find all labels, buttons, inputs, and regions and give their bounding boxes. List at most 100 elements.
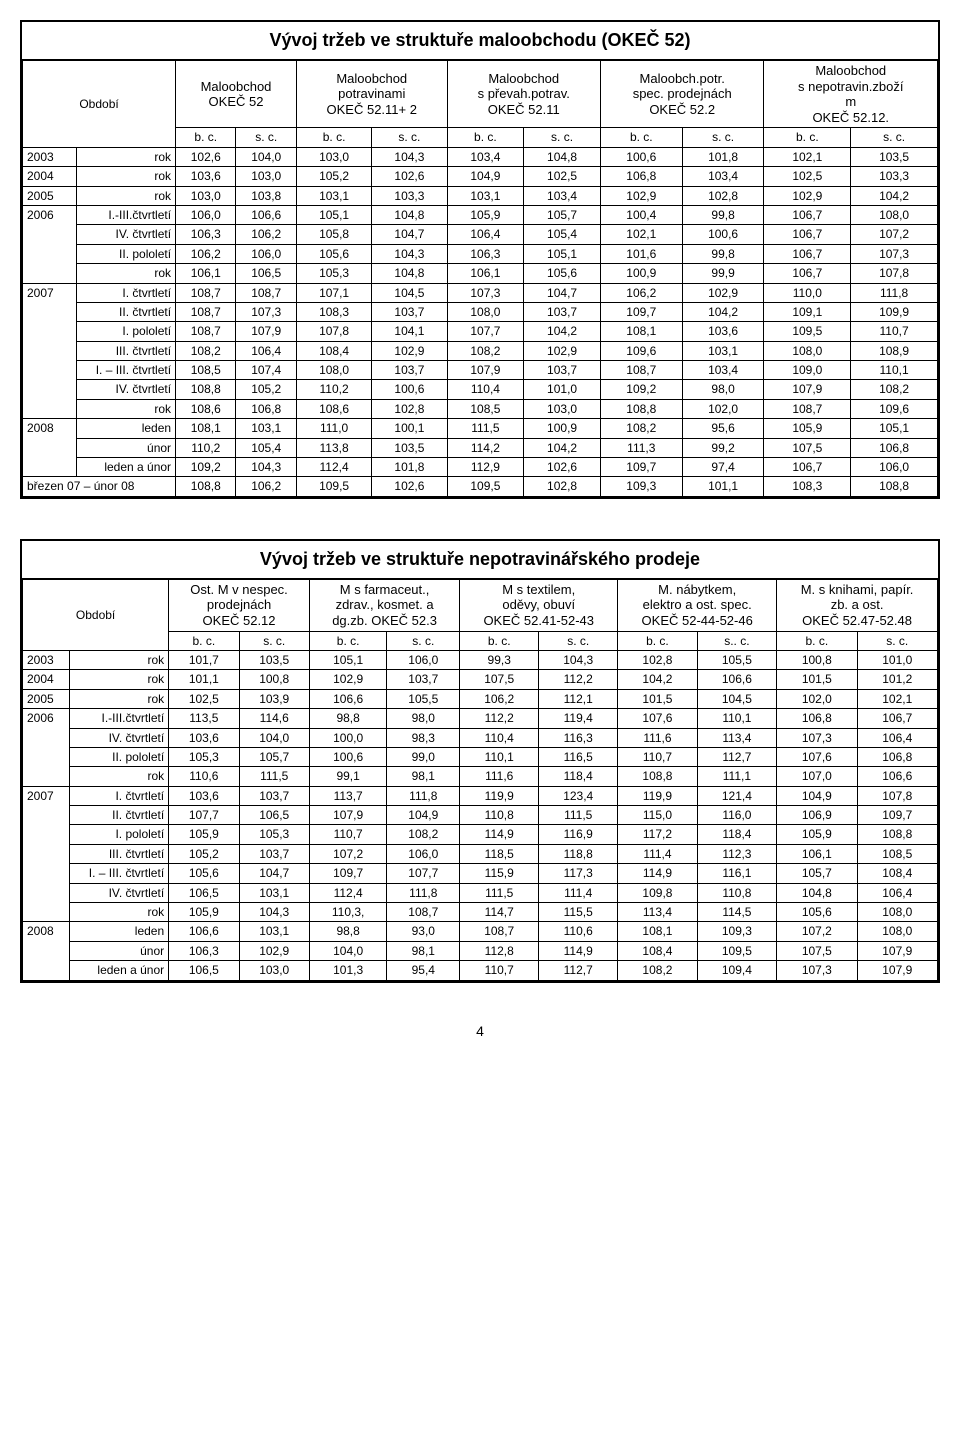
value-cell: 110,7 — [851, 322, 938, 341]
value-cell: 108,7 — [600, 361, 682, 380]
value-cell: 116,9 — [539, 825, 618, 844]
value-cell: 107,8 — [857, 786, 937, 805]
table-row: III. čtvrtletí105,2103,7107,2106,0118,51… — [23, 844, 938, 863]
value-cell: 106,8 — [236, 399, 296, 418]
value-cell: 104,3 — [239, 903, 309, 922]
value-cell: 112,2 — [539, 670, 618, 689]
value-cell: 107,3 — [851, 244, 938, 263]
value-cell: 104,9 — [447, 167, 524, 186]
value-cell: 100,6 — [682, 225, 764, 244]
table-row: IV. čtvrtletí106,5103,1112,4111,8111,511… — [23, 883, 938, 902]
value-cell: 108,1 — [618, 922, 697, 941]
value-cell: 113,4 — [697, 728, 776, 747]
value-cell: 107,7 — [447, 322, 524, 341]
value-cell: 103,6 — [176, 167, 236, 186]
subperiod-cell: I. pololetí — [77, 322, 176, 341]
value-cell: 118,8 — [539, 844, 618, 863]
value-cell: 109,9 — [851, 302, 938, 321]
value-cell: 108,1 — [600, 322, 682, 341]
value-cell: 104,2 — [524, 438, 601, 457]
value-cell: 103,7 — [524, 302, 601, 321]
value-cell: 105,6 — [777, 903, 857, 922]
table-row: II. čtvrtletí107,7106,5107,9104,9110,811… — [23, 806, 938, 825]
value-cell: 102,5 — [169, 689, 239, 708]
value-cell: 102,6 — [372, 477, 447, 496]
value-cell: 106,7 — [764, 225, 851, 244]
value-cell: 107,5 — [777, 941, 857, 960]
table-row: 2004rok101,1100,8102,9103,7107,5112,2104… — [23, 670, 938, 689]
value-cell: 108,8 — [176, 380, 236, 399]
period-cell: 2008 — [23, 922, 70, 980]
value-cell: 111,5 — [239, 767, 309, 786]
value-cell: 119,4 — [539, 709, 618, 728]
value-cell: 111,1 — [697, 767, 776, 786]
group2-2: M s textilem, oděvy, obuví OKEČ 52.41-52… — [460, 579, 618, 631]
value-cell: 112,4 — [309, 883, 386, 902]
subperiod-cell: I. – III. čtvrtletí — [70, 864, 169, 883]
value-cell: 106,0 — [236, 244, 296, 263]
value-cell: 117,3 — [539, 864, 618, 883]
subperiod-cell: leden — [77, 419, 176, 438]
table-row: leden a únor109,2104,3112,4101,8112,9102… — [23, 458, 938, 477]
value-cell: 102,9 — [682, 283, 764, 302]
value-cell: 102,8 — [682, 186, 764, 205]
value-cell: 114,5 — [697, 903, 776, 922]
value-cell: 104,3 — [372, 147, 447, 166]
value-cell: 98,3 — [387, 728, 460, 747]
value-cell: 106,6 — [697, 670, 776, 689]
value-cell: 106,2 — [460, 689, 539, 708]
value-cell: 103,1 — [296, 186, 371, 205]
value-cell: 110,3, — [309, 903, 386, 922]
subperiod-cell: rok — [77, 186, 176, 205]
group-4: Maloobchod s nepotravin.zboží m OKEČ 52.… — [764, 61, 938, 128]
value-cell: 106,0 — [176, 205, 236, 224]
value-cell: 106,6 — [309, 689, 386, 708]
value-cell: 100,9 — [600, 264, 682, 283]
subperiod-cell: únor — [77, 438, 176, 457]
value-cell: 106,9 — [777, 806, 857, 825]
subperiod-cell: II. pololetí — [70, 747, 169, 766]
value-cell: 106,0 — [387, 844, 460, 863]
value-cell: 98,0 — [682, 380, 764, 399]
value-cell: 103,6 — [169, 728, 239, 747]
value-cell: 116,5 — [539, 747, 618, 766]
value-cell: 107,9 — [764, 380, 851, 399]
value-cell: 106,8 — [857, 747, 937, 766]
value-cell: 107,3 — [777, 728, 857, 747]
group-2: Maloobchod s převah.potrav. OKEČ 52.11 — [447, 61, 600, 128]
value-cell: 106,6 — [169, 922, 239, 941]
value-cell: 102,1 — [857, 689, 937, 708]
value-cell: 108,0 — [857, 903, 937, 922]
value-cell: 113,5 — [169, 709, 239, 728]
value-cell: 110,4 — [447, 380, 524, 399]
value-cell: 112,1 — [539, 689, 618, 708]
value-cell: 109,5 — [296, 477, 371, 496]
period-cell: 2004 — [23, 670, 70, 689]
value-cell: 105,7 — [777, 864, 857, 883]
value-cell: 108,4 — [618, 941, 697, 960]
value-cell: 119,9 — [618, 786, 697, 805]
subperiod-cell: IV. čtvrtletí — [70, 728, 169, 747]
value-cell: 103,7 — [239, 844, 309, 863]
subcol-header: b. c. — [764, 128, 851, 147]
value-cell: 107,9 — [309, 806, 386, 825]
value-cell: 105,2 — [236, 380, 296, 399]
value-cell: 103,7 — [524, 361, 601, 380]
value-cell: 114,2 — [447, 438, 524, 457]
value-cell: 105,6 — [169, 864, 239, 883]
value-cell: 102,9 — [372, 341, 447, 360]
value-cell: 110,0 — [764, 283, 851, 302]
value-cell: 115,0 — [618, 806, 697, 825]
value-cell: 105,6 — [296, 244, 371, 263]
subperiod-cell: II. čtvrtletí — [70, 806, 169, 825]
value-cell: 106,8 — [777, 709, 857, 728]
value-cell: 101,0 — [524, 380, 601, 399]
subcol-header: b. c. — [296, 128, 371, 147]
value-cell: 102,6 — [524, 458, 601, 477]
value-cell: 105,9 — [169, 903, 239, 922]
value-cell: 102,9 — [764, 186, 851, 205]
subcol-header: s.. c. — [697, 631, 776, 650]
value-cell: 101,5 — [618, 689, 697, 708]
value-cell: 106,7 — [764, 264, 851, 283]
group-1: Maloobchod potravinami OKEČ 52.11+ 2 — [296, 61, 447, 128]
